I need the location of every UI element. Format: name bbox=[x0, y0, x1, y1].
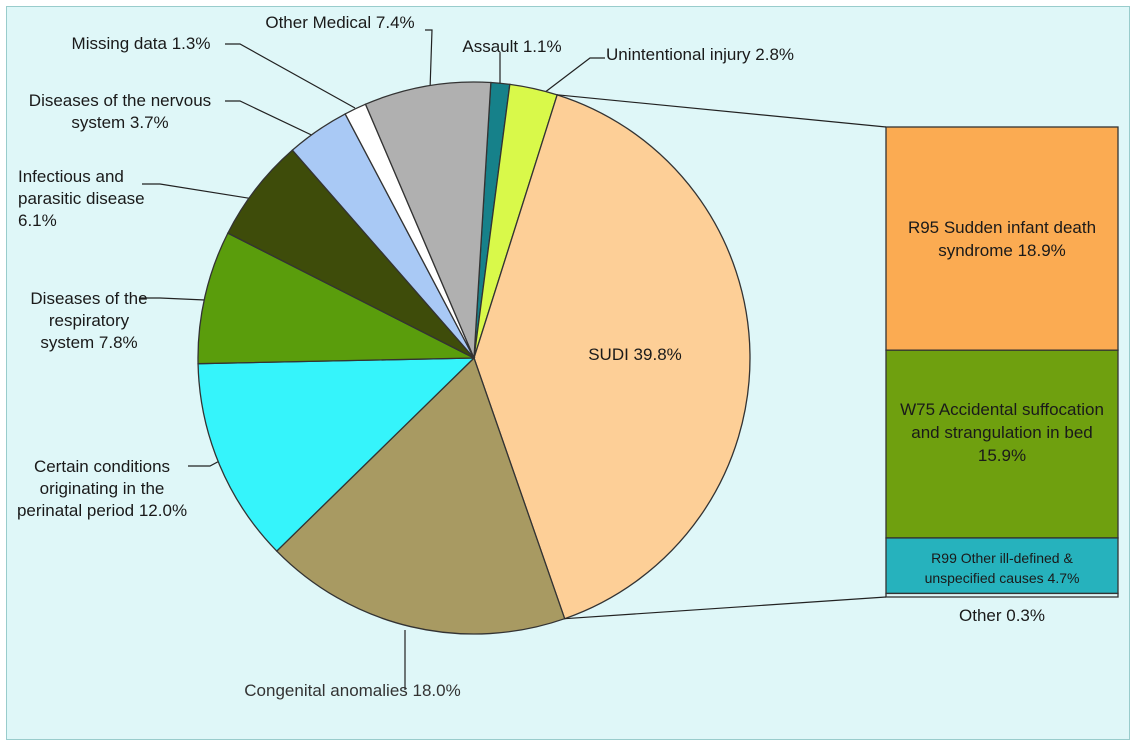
leader-lines bbox=[140, 29, 605, 690]
data-label: Diseases of the nervous system 3.7% bbox=[28, 91, 212, 132]
data-label: R99 Other ill-defined & unspecified caus… bbox=[924, 549, 1080, 586]
leader-line bbox=[225, 43, 356, 109]
bar-segment bbox=[885, 537, 1119, 595]
bar-segment bbox=[885, 592, 1119, 598]
connector-line bbox=[557, 94, 887, 128]
pie-slice bbox=[364, 81, 492, 359]
data-label: Other Medical 7.4% bbox=[265, 13, 415, 32]
data-label: Assault 1.1% bbox=[462, 37, 562, 56]
data-label: Certain conditions originating in the pe… bbox=[16, 457, 188, 520]
data-label: Missing data 1.3% bbox=[71, 34, 211, 53]
pie-slice bbox=[275, 356, 566, 635]
data-label: Diseases of the respiratory system 7.8% bbox=[30, 289, 148, 352]
leader-line bbox=[539, 57, 605, 97]
leader-line bbox=[425, 29, 433, 91]
bar-segment bbox=[885, 126, 1119, 351]
connector-line bbox=[564, 596, 887, 620]
data-label: Infectious and parasitic disease 6.1% bbox=[18, 167, 145, 230]
data-label: Other 0.3% bbox=[959, 606, 1045, 625]
data-label: W75 Accidental suffocation and strangula… bbox=[900, 400, 1104, 466]
pie-slice bbox=[473, 94, 751, 620]
data-label: SUDI 39.8% bbox=[588, 345, 682, 364]
data-label: Unintentional injury 2.8% bbox=[605, 45, 795, 64]
leader-line bbox=[142, 183, 261, 201]
data-label: Congenital anomalies 18.0% bbox=[244, 681, 461, 700]
leader-line bbox=[140, 297, 206, 301]
pie-slice bbox=[197, 232, 475, 365]
pie-slice bbox=[197, 357, 476, 552]
leader-line bbox=[225, 100, 323, 141]
data-label: R95 Sudden infant death syndrome 18.9% bbox=[907, 217, 1097, 260]
bar-segment bbox=[885, 349, 1119, 539]
